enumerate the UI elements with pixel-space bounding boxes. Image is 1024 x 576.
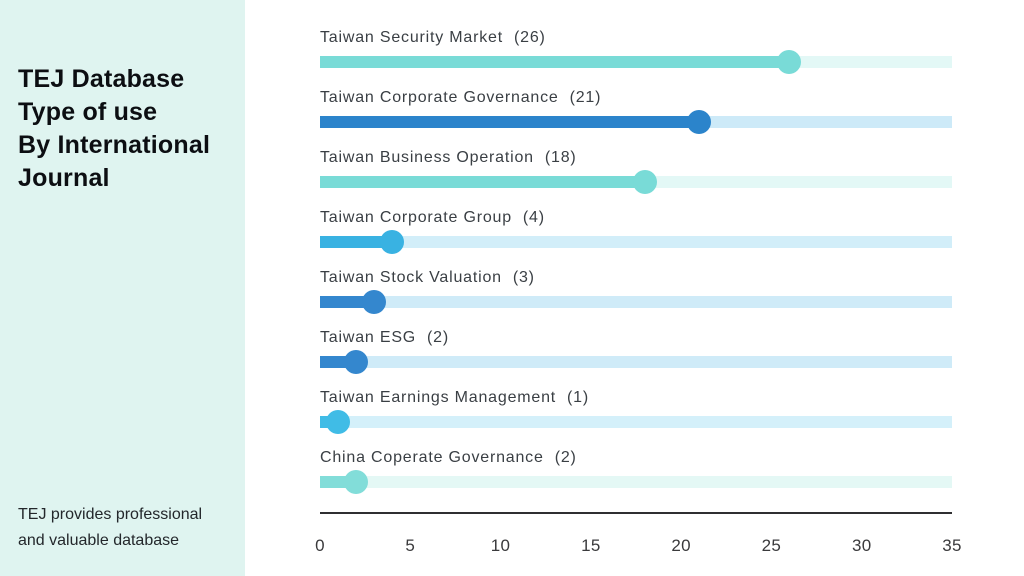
category-label: Taiwan Corporate Group (4) <box>320 208 952 228</box>
category-name: Taiwan Security Market <box>320 29 503 46</box>
category-count: (18) <box>544 149 577 166</box>
category-label: Taiwan Security Market (26) <box>320 28 952 48</box>
chart-row: China Coperate Governance (2) <box>320 444 952 504</box>
chart-row: Taiwan ESG (2) <box>320 324 952 384</box>
category-count: (1) <box>567 389 590 406</box>
bar-track <box>320 470 952 494</box>
category-label: Taiwan Earnings Management (1) <box>320 388 952 408</box>
x-axis-tick-label: 20 <box>671 536 691 555</box>
bar-fill <box>320 116 700 128</box>
category-count: (2) <box>427 329 450 346</box>
category-count: (4) <box>522 209 545 226</box>
value-dot <box>777 50 802 74</box>
category-label: Taiwan Corporate Governance (21) <box>320 88 952 108</box>
bar-track <box>320 50 952 74</box>
sidebar-footnote: TEJ provides professional and valuable d… <box>18 506 203 549</box>
x-axis-tick-label: 30 <box>851 536 872 555</box>
lollipop-chart: Taiwan Security Market (26) Taiwan Corpora… <box>315 24 961 576</box>
category-label: China Coperate Governance (2) <box>320 448 952 468</box>
chart-row: Taiwan Stock Valuation (3) <box>320 264 952 324</box>
category-name: Taiwan Earnings Management <box>320 389 557 406</box>
x-axis-tick-label: 5 <box>405 536 416 555</box>
x-axis-ticks: 0 5 10 15 20 25 30 35 <box>315 536 961 558</box>
x-axis-tick-label: 35 <box>942 536 962 555</box>
category-name: Taiwan Corporate Governance <box>320 89 559 106</box>
bar-fill <box>320 236 393 248</box>
chart-row: Taiwan Security Market (26) <box>320 24 952 84</box>
value-dot <box>633 170 658 194</box>
bar-track <box>320 110 952 134</box>
bar-track <box>320 170 952 194</box>
chart-row: Taiwan Earnings Management (1) <box>320 384 952 444</box>
bar-fill <box>320 176 646 188</box>
bar-track <box>320 290 952 314</box>
chart-row: Taiwan Business Operation (18) <box>320 144 952 204</box>
chart-rows: Taiwan Security Market (26) Taiwan Corpora… <box>320 24 952 504</box>
value-dot <box>380 230 405 254</box>
bar-track <box>320 230 952 254</box>
bar-track <box>320 410 952 434</box>
category-label: Taiwan Stock Valuation (3) <box>320 268 952 288</box>
bar-fill <box>320 296 375 308</box>
category-name: China Coperate Governance <box>320 449 544 466</box>
category-name: Taiwan ESG <box>320 329 417 346</box>
category-count: (26) <box>514 29 546 46</box>
chart-title: TEJ Database Type of use By Internationa… <box>18 64 211 192</box>
category-label: Taiwan ESG (2) <box>320 328 952 348</box>
category-label: Taiwan Business Operation (18) <box>320 148 952 168</box>
category-name: Taiwan Corporate Group <box>320 209 512 226</box>
x-axis-line <box>320 512 952 514</box>
category-name: Taiwan Business Operation <box>320 149 534 166</box>
value-dot <box>687 110 712 134</box>
category-name: Taiwan Stock Valuation <box>320 269 502 286</box>
bar-track <box>320 350 952 374</box>
value-dot <box>362 290 387 314</box>
x-axis-tick-label: 25 <box>761 536 782 555</box>
value-dot <box>344 470 369 494</box>
x-axis-tick-label: 15 <box>581 536 601 555</box>
bar-fill <box>320 56 790 68</box>
x-axis-tick-label: 10 <box>490 536 511 555</box>
value-dot <box>344 350 369 374</box>
x-axis-tick-label: 0 <box>315 536 325 555</box>
sidebar-panel: TEJ Database Type of use By Internationa… <box>0 0 245 576</box>
chart-row: Taiwan Corporate Group (4) <box>320 204 952 264</box>
category-count: (2) <box>554 449 577 466</box>
value-dot <box>326 410 351 434</box>
category-count: (21) <box>569 89 602 106</box>
chart-row: Taiwan Corporate Governance (21) <box>320 84 952 144</box>
category-count: (3) <box>512 269 535 286</box>
